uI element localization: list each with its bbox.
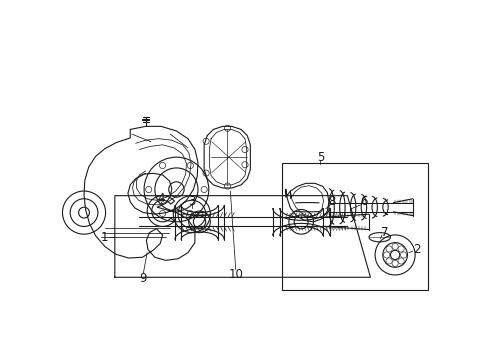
Text: 6: 6	[361, 194, 368, 208]
Text: 1: 1	[101, 231, 109, 244]
Text: 10: 10	[228, 268, 243, 281]
Text: 7: 7	[381, 226, 388, 239]
Text: 8: 8	[328, 194, 336, 208]
Bar	[282, 163, 428, 289]
Text: 5: 5	[317, 150, 324, 164]
Text: 4: 4	[157, 192, 165, 205]
Text: 2: 2	[413, 243, 420, 256]
Text: 3: 3	[188, 194, 196, 208]
Text: 9: 9	[140, 271, 147, 284]
